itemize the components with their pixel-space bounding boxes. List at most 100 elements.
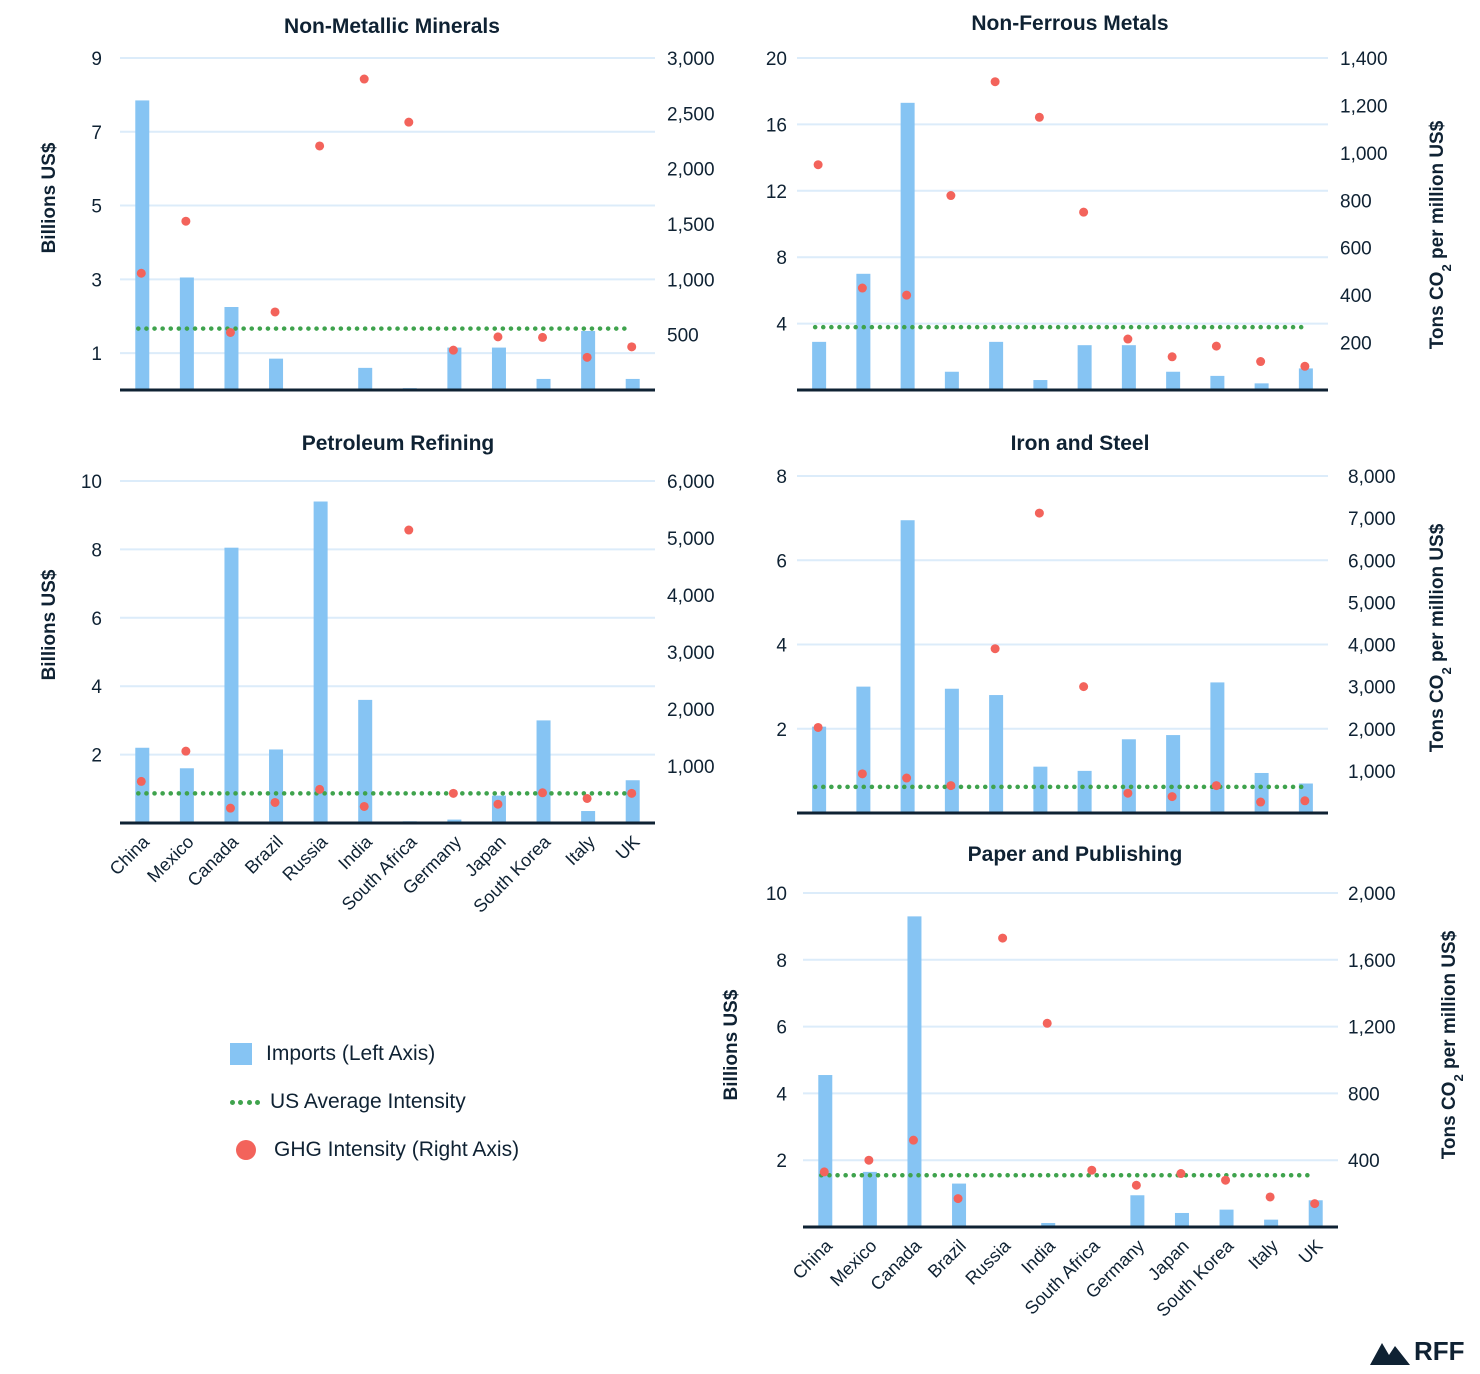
y2-axis-label: Tons CO2 per million US$ (1427, 120, 1454, 349)
ghg-point-mexico (864, 1156, 873, 1165)
right-tick-label: 400 (1348, 1151, 1380, 1172)
ghg-point-china (814, 160, 823, 169)
ghg-point-russia (998, 934, 1007, 943)
ghg-point-uk (1310, 1199, 1319, 1208)
ghg-point-germany (449, 346, 458, 355)
ghg-point-italy (583, 353, 592, 362)
ghg-point-south-korea (1212, 781, 1221, 790)
right-tick-label: 1,500 (667, 215, 715, 236)
bar-russia (314, 502, 328, 823)
category-label: Russia (278, 831, 332, 885)
left-tick-label: 6 (91, 609, 102, 630)
ghg-point-italy (1256, 357, 1265, 366)
y2-label-sub: 2 (1451, 1074, 1466, 1081)
bar-india (1033, 767, 1047, 813)
right-tick-label: 1,400 (1340, 49, 1388, 70)
legend-label-ghg: GHG Intensity (Right Axis) (274, 1138, 519, 1162)
right-tick-label: 4,000 (1348, 636, 1396, 657)
ghg-point-germany (1123, 335, 1132, 344)
ghg-point-india (1043, 1019, 1052, 1028)
left-tick-label: 6 (776, 1018, 787, 1039)
right-tick-label: 1,600 (1348, 951, 1396, 972)
ghg-point-mexico (181, 217, 190, 226)
ghg-point-japan (1168, 792, 1177, 801)
ghg-point-china (137, 269, 146, 278)
y2-label-rest: per million US$ (1427, 120, 1448, 264)
ghg-point-south-korea (538, 333, 547, 342)
ghg-point-russia (315, 785, 324, 794)
legend-label-imports: Imports (Left Axis) (266, 1042, 435, 1066)
bar-japan (1166, 372, 1180, 390)
bar-china (135, 100, 149, 390)
ghg-point-russia (991, 644, 1000, 653)
ghg-point-china (820, 1167, 829, 1176)
right-tick-label: 1,200 (1348, 1018, 1396, 1039)
right-tick-label: 5,000 (667, 529, 715, 550)
bar-canada (907, 916, 921, 1227)
right-tick-label: 2,000 (1348, 720, 1396, 741)
left-tick-label: 8 (91, 540, 102, 561)
bar-canada (901, 103, 915, 390)
panel-non-ferrous-metals: Non-Ferrous Metals 4 8 12 16 20 200 400 600 800 1,… (766, 12, 1454, 390)
ghg-point-brazil (271, 798, 280, 807)
ghg-point-mexico (181, 747, 190, 756)
y2-axis-label: Tons CO2 per million US$ (1439, 930, 1466, 1159)
ghg-point-china (814, 723, 823, 732)
y2-label-main: Tons CO (1427, 675, 1448, 753)
ghg-point-japan (1168, 352, 1177, 361)
ghg-point-russia (315, 141, 324, 150)
right-tick-label: 2,000 (1348, 884, 1396, 905)
ghg-point-germany (1123, 789, 1132, 798)
ghg-point-italy (583, 794, 592, 803)
ghg-point-south-africa (1087, 1166, 1096, 1175)
ghg-point-germany (449, 789, 458, 798)
chart-title: Non-Metallic Minerals (284, 15, 500, 38)
right-tick-label: 1,200 (1340, 96, 1388, 117)
bar-japan (1166, 735, 1180, 813)
right-tick-label: 1,000 (1340, 144, 1388, 165)
y-axis-label: Billions US$ (39, 569, 60, 680)
left-tick-label: 2 (91, 746, 102, 767)
category-label: UK (612, 832, 644, 864)
bar-india (358, 368, 372, 390)
ghg-point-south-africa (404, 526, 413, 535)
bar-italy (581, 811, 595, 823)
y2-label-rest: per million US$ (1427, 523, 1448, 667)
mountain-icon (1370, 1339, 1410, 1365)
legend-label-average: US Average Intensity (270, 1090, 466, 1114)
bar-uk (626, 780, 640, 823)
left-tick-label: 2 (776, 1151, 787, 1172)
ghg-point-south-korea (538, 788, 547, 797)
bar-mexico (180, 768, 194, 823)
bar-russia (989, 342, 1003, 390)
bar-germany (1122, 739, 1136, 813)
right-tick-label: 3,000 (667, 643, 715, 664)
ghg-point-italy (1266, 1192, 1275, 1201)
bar-brazil (269, 749, 283, 823)
ghg-point-india (1035, 509, 1044, 518)
right-tick-label: 5,000 (1348, 593, 1396, 614)
bar-brazil (945, 689, 959, 813)
y2-label-main: Tons CO (1439, 1082, 1460, 1160)
chart-title: Non-Ferrous Metals (971, 12, 1168, 35)
ghg-point-brazil (271, 307, 280, 316)
legend-swatch-dotted-line (230, 1100, 260, 1105)
right-tick-label: 6,000 (1348, 551, 1396, 572)
right-tick-label: 2,500 (667, 104, 715, 125)
right-tick-label: 7,000 (1348, 509, 1396, 530)
bar-mexico (863, 1172, 877, 1227)
bar-germany (1122, 345, 1136, 390)
left-tick-label: 2 (776, 720, 787, 741)
bar-brazil (269, 359, 283, 390)
bar-canada (224, 307, 238, 390)
ghg-point-india (1035, 113, 1044, 122)
ghg-point-canada (226, 804, 235, 813)
ghg-point-brazil (946, 781, 955, 790)
bar-south-korea (537, 720, 551, 823)
bar-japan (492, 348, 506, 390)
legend: Imports (Left Axis) US Average Intensity… (230, 1030, 519, 1174)
ghg-point-canada (902, 774, 911, 783)
left-tick-label: 4 (91, 677, 102, 698)
panel-iron-and-steel: Iron and Steel24681,0002,0003,0004,0005,… (776, 432, 1453, 813)
right-tick-label: 1,000 (667, 757, 715, 778)
